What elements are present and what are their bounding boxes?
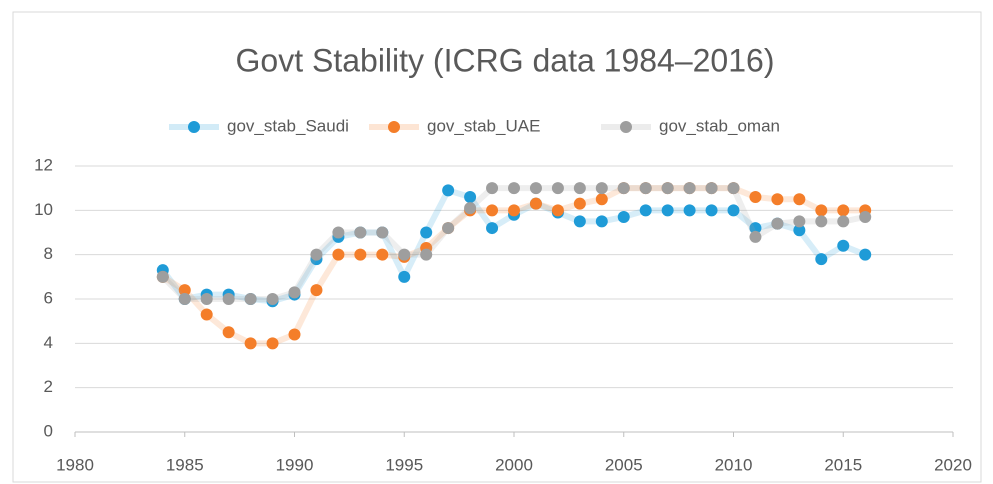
data-point [529,182,542,195]
data-point [288,328,301,341]
data-point [266,337,279,350]
y-tick-label: 10 [34,200,53,219]
data-point [376,248,389,261]
data-point [837,239,850,252]
data-point [464,202,477,215]
chart-title: Govt Stability (ICRG data 1984–2016) [236,42,775,78]
data-point [573,182,586,195]
data-point [595,182,608,195]
data-point [815,204,828,217]
x-tick-label: 2010 [715,455,753,474]
legend-label: gov_stab_UAE [427,116,540,135]
data-point [771,217,784,230]
data-point [310,284,323,297]
data-point [486,182,499,195]
y-tick-label: 8 [44,244,53,263]
data-point [508,182,520,195]
data-point [156,270,169,283]
data-point [837,204,850,217]
data-point [420,226,433,239]
data-point [486,204,499,217]
data-point [749,222,762,235]
data-point [859,210,872,223]
data-point [398,270,411,283]
y-tick-label: 4 [44,333,53,352]
data-point [837,215,850,228]
data-point [793,215,806,228]
y-tick-label: 12 [34,155,53,174]
data-point [595,193,608,206]
x-tick-label: 1985 [166,455,204,474]
data-point [332,226,345,239]
data-point [354,248,367,261]
y-tick-label: 6 [44,288,53,307]
data-point [442,222,455,235]
y-tick-label: 0 [44,421,53,440]
data-point [771,193,784,206]
legend-marker [388,121,400,133]
data-point [551,204,564,217]
data-point [683,204,696,217]
data-point [639,182,652,195]
data-point [595,215,608,228]
data-point [661,204,674,217]
data-point [749,230,762,243]
data-point [442,184,455,197]
data-point [332,248,345,261]
data-point [398,248,411,261]
data-point [376,226,389,239]
data-point [200,308,213,321]
data-point [244,337,257,350]
data-point [573,215,586,228]
data-point [749,191,762,204]
legend-marker [620,121,632,133]
legend-label: gov_stab_oman [659,116,780,135]
y-tick-label: 2 [44,377,53,396]
data-point [222,326,235,339]
data-point [310,248,323,261]
data-point [705,204,718,217]
data-point [178,284,191,297]
data-point [793,193,806,206]
data-point [354,226,367,239]
data-point [200,293,213,305]
data-point [222,293,235,305]
x-tick-label: 2020 [934,455,972,474]
legend-label: gov_stab_Saudi [227,116,349,135]
data-point [793,224,806,237]
data-point [244,293,257,305]
data-point [529,197,542,210]
data-point [617,182,630,195]
x-tick-label: 1980 [56,455,94,474]
data-point [727,182,740,195]
data-point [288,286,301,299]
data-point [639,204,652,217]
data-point [683,182,696,195]
legend-marker [188,121,200,133]
data-point [617,210,630,223]
x-tick-label: 1990 [276,455,314,474]
x-tick-label: 2005 [605,455,643,474]
data-point [551,182,564,195]
data-point [661,182,674,195]
data-point [727,204,740,217]
data-point [420,248,433,261]
x-tick-label: 2015 [824,455,862,474]
x-tick-label: 1995 [385,455,423,474]
data-point [705,182,718,195]
chart-border [12,11,982,483]
data-point [464,191,477,204]
data-point [859,248,872,261]
data-point [178,293,191,305]
data-point [573,197,586,210]
data-point [815,215,828,228]
data-point [266,293,279,305]
x-tick-label: 2000 [495,455,533,474]
data-point [486,222,499,235]
data-point [508,204,520,217]
data-point [815,253,828,266]
